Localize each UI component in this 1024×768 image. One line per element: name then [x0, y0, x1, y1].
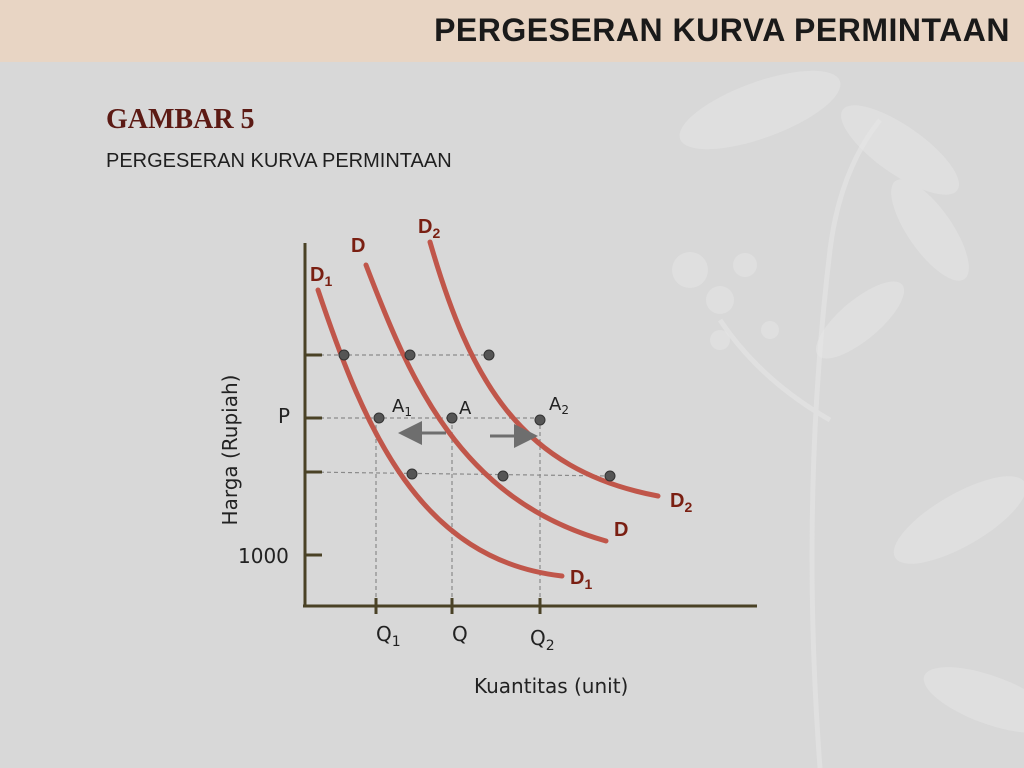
x-tick-label-q1: Q1	[376, 622, 401, 650]
page-title: PERGESERAN KURVA PERMINTAAN	[434, 12, 1010, 48]
point-d2-low	[604, 470, 616, 482]
curve-d	[363, 262, 609, 544]
curve-d2	[427, 239, 661, 499]
point-d1-high	[338, 349, 350, 361]
point-label-a1: A1	[392, 396, 412, 419]
figure-subtitle: PERGESERAN KURVA PERMINTAAN	[106, 150, 452, 172]
point-d-low	[497, 470, 509, 482]
point-a2	[534, 414, 546, 426]
point-label-a: A	[459, 398, 472, 419]
stem-decoration	[717, 118, 882, 768]
leaf-decoration	[672, 70, 1024, 733]
x-tick-label-q2: Q2	[530, 626, 555, 654]
guide-line-low-price	[305, 471, 611, 477]
shift-arrows	[398, 421, 538, 448]
curve-label-d-top: D	[351, 235, 365, 257]
curve-label-d2-top: D2	[418, 216, 440, 241]
x-tick-label-q: Q	[452, 622, 468, 646]
figure-label: GAMBAR 5	[106, 104, 255, 135]
y-tick-label-1000: 1000	[238, 544, 289, 568]
curve-label-d2-bottom: D2	[670, 490, 692, 515]
point-a1	[373, 412, 385, 424]
curves	[315, 239, 661, 579]
axes	[303, 243, 757, 614]
header-bar: PERGESERAN KURVA PERMINTAAN	[0, 0, 1024, 62]
point-label-a2: A2	[549, 394, 569, 417]
points	[338, 349, 616, 482]
y-tick-label-p: P	[278, 404, 290, 428]
point-d2-high	[483, 349, 495, 361]
point-d1-low	[406, 468, 418, 480]
curve-label-d1-top: D1	[310, 264, 332, 289]
curve-label-d1-bottom: D1	[570, 567, 592, 592]
x-axis-label: Kuantitas (unit)	[474, 674, 628, 698]
curve-label-d-bottom: D	[614, 519, 628, 541]
curve-d1	[315, 287, 565, 579]
point-d-high	[404, 349, 416, 361]
point-a	[446, 412, 458, 424]
guide-lines	[305, 354, 611, 605]
